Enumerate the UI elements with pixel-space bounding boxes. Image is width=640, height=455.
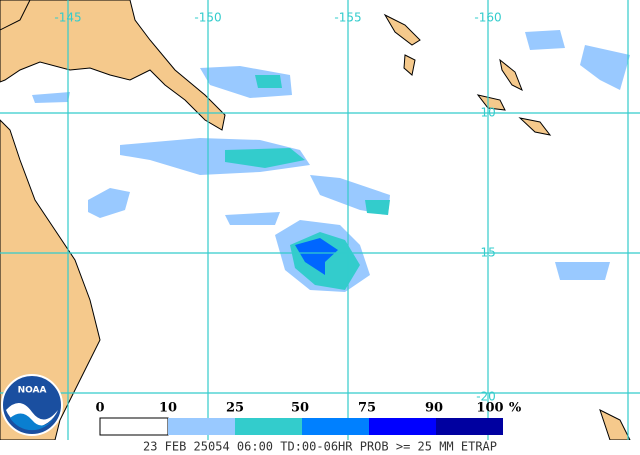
island (383, 13, 421, 46)
legend-swatch (235, 418, 302, 435)
legend-unit: % (509, 401, 522, 416)
island (499, 58, 523, 92)
lon-label: -145 (54, 11, 81, 25)
legend: 0 10 25 50 75 90 100 % (95, 401, 522, 436)
caption: 23 FEB 25054 06:00 TD:00-06HR PROB >= 25… (143, 440, 497, 454)
lon-label: -155 (334, 11, 361, 25)
legend-swatch (369, 418, 436, 435)
lon-label: -160 (474, 11, 501, 25)
caption-band (0, 440, 640, 455)
island (476, 94, 506, 111)
legend-label: 75 (358, 401, 376, 416)
graticule (0, 0, 640, 440)
legend-label: 50 (291, 401, 309, 416)
rain-areas (32, 30, 630, 292)
logo-text: NOAA (18, 386, 47, 396)
legend-label: 90 (425, 401, 443, 416)
lat-label: -20 (476, 390, 496, 404)
land (0, 0, 226, 131)
legend-swatch (168, 418, 235, 435)
lat-label: -10 (476, 106, 496, 120)
legend-label: 0 (95, 401, 104, 416)
lon-label: -150 (194, 11, 221, 25)
land (0, 0, 31, 31)
legend-label: 100 (476, 401, 503, 416)
island (518, 117, 552, 136)
noaa-logo: NOAA (1, 374, 63, 436)
legend-label: 10 (159, 401, 177, 416)
legend-swatch (302, 418, 369, 435)
legend-swatch (436, 418, 503, 435)
lat-label: -15 (476, 246, 496, 260)
legend-swatch (99, 417, 169, 436)
island (403, 54, 416, 76)
legend-label: 25 (226, 401, 244, 416)
